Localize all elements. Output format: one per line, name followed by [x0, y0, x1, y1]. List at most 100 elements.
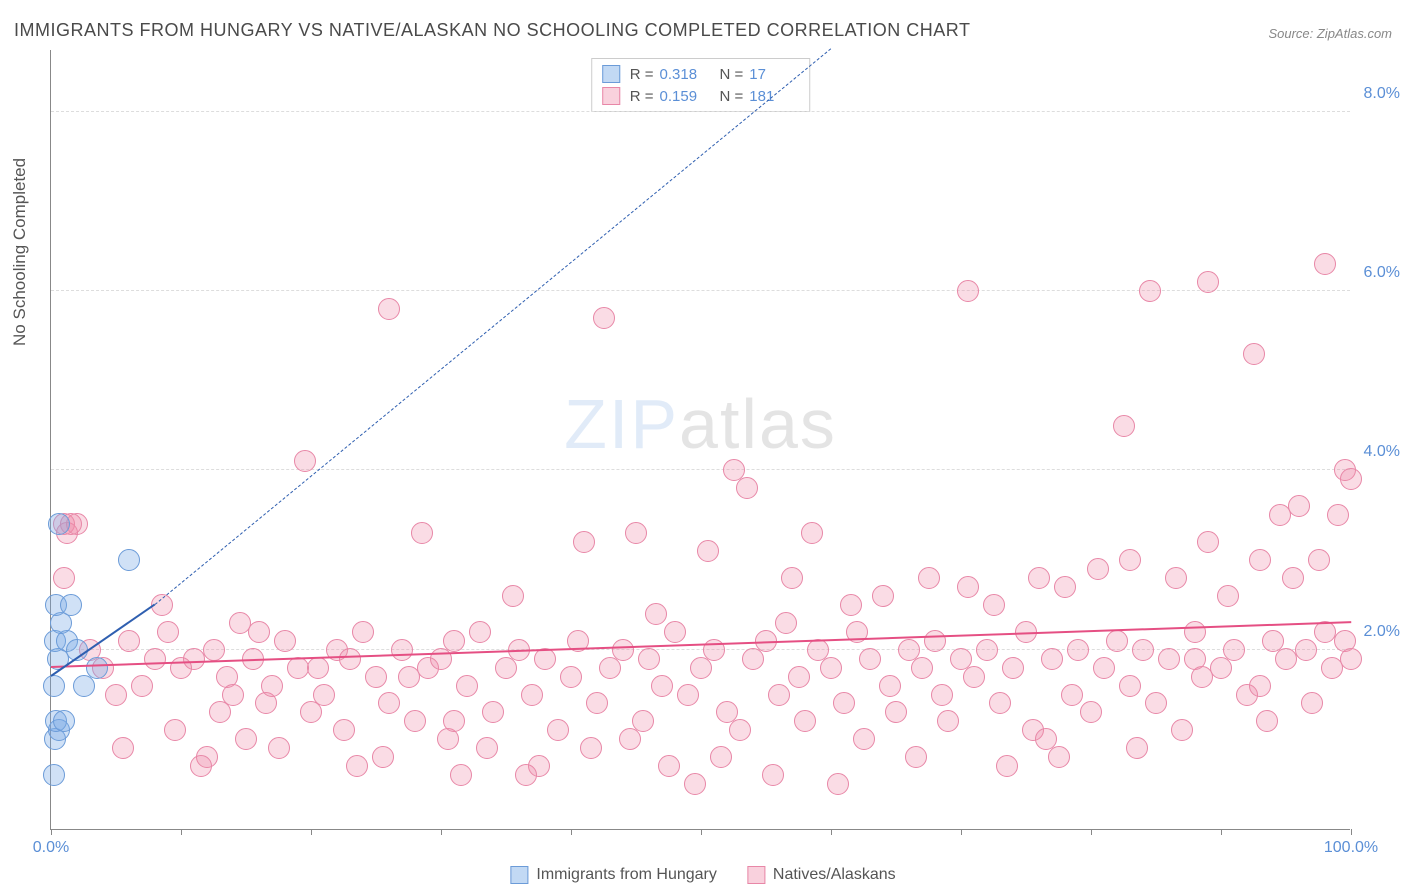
scatter-point	[742, 648, 764, 670]
watermark-atlas: atlas	[679, 385, 837, 463]
scatter-point	[268, 737, 290, 759]
scatter-point	[1158, 648, 1180, 670]
scatter-point	[612, 639, 634, 661]
scatter-point	[957, 280, 979, 302]
scatter-point	[398, 666, 420, 688]
scatter-point	[261, 675, 283, 697]
scatter-point	[73, 675, 95, 697]
scatter-point	[599, 657, 621, 679]
scatter-point	[1048, 746, 1070, 768]
scatter-point	[859, 648, 881, 670]
scatter-point	[651, 675, 673, 697]
scatter-point	[450, 764, 472, 786]
chart-title: IMMIGRANTS FROM HUNGARY VS NATIVE/ALASKA…	[14, 20, 970, 41]
x-tick	[961, 829, 962, 835]
scatter-point	[274, 630, 296, 652]
scatter-point	[957, 576, 979, 598]
scatter-point	[1119, 675, 1141, 697]
scatter-point	[1119, 549, 1141, 571]
scatter-point	[1327, 504, 1349, 526]
scatter-point	[476, 737, 498, 759]
scatter-point	[229, 612, 251, 634]
scatter-point	[918, 567, 940, 589]
scatter-point	[684, 773, 706, 795]
scatter-point	[157, 621, 179, 643]
scatter-point	[1314, 253, 1336, 275]
scatter-point	[53, 567, 75, 589]
scatter-point	[547, 719, 569, 741]
legend-item: Natives/Alaskans	[747, 866, 896, 884]
scatter-point	[378, 298, 400, 320]
scatter-point	[515, 764, 537, 786]
scatter-point	[235, 728, 257, 750]
scatter-point	[300, 701, 322, 723]
watermark: ZIPatlas	[564, 384, 837, 464]
scatter-point	[209, 701, 231, 723]
scatter-point	[996, 755, 1018, 777]
legend-swatch-blue	[510, 866, 528, 884]
scatter-point	[1145, 692, 1167, 714]
scatter-point	[593, 307, 615, 329]
scatter-point	[664, 621, 686, 643]
scatter-point	[729, 719, 751, 741]
scatter-point	[1139, 280, 1161, 302]
x-tick	[311, 829, 312, 835]
x-tick	[181, 829, 182, 835]
scatter-point	[144, 648, 166, 670]
y-axis-label: No Schooling Completed	[10, 158, 30, 346]
scatter-point	[775, 612, 797, 634]
scatter-point	[131, 675, 153, 697]
scatter-point	[560, 666, 582, 688]
scatter-point	[573, 531, 595, 553]
scatter-point	[482, 701, 504, 723]
scatter-point	[48, 513, 70, 535]
scatter-point	[1197, 271, 1219, 293]
y-tick-label: 4.0%	[1355, 443, 1400, 461]
scatter-point	[645, 603, 667, 625]
scatter-point	[1113, 415, 1135, 437]
scatter-point	[690, 657, 712, 679]
scatter-point	[339, 648, 361, 670]
scatter-point	[1165, 567, 1187, 589]
scatter-point	[1080, 701, 1102, 723]
scatter-point	[495, 657, 517, 679]
scatter-point	[105, 684, 127, 706]
trend-line-extrapolated	[155, 48, 832, 605]
scatter-point	[983, 594, 1005, 616]
scatter-point	[586, 692, 608, 714]
scatter-point	[346, 755, 368, 777]
legend-swatch-pink	[602, 87, 620, 105]
scatter-point	[404, 710, 426, 732]
scatter-point	[1340, 648, 1362, 670]
y-tick-label: 2.0%	[1355, 623, 1400, 641]
scatter-point	[1282, 567, 1304, 589]
r-label: R =	[630, 88, 654, 105]
scatter-point	[1308, 549, 1330, 571]
scatter-point	[430, 648, 452, 670]
scatter-point	[625, 522, 647, 544]
x-tick	[51, 829, 52, 835]
scatter-point	[1054, 576, 1076, 598]
scatter-point	[190, 755, 212, 777]
scatter-point	[352, 621, 374, 643]
scatter-point	[658, 755, 680, 777]
scatter-point	[788, 666, 810, 688]
legend-series: Immigrants from Hungary Natives/Alaskans	[510, 866, 895, 884]
legend-label: Immigrants from Hungary	[536, 866, 717, 884]
plot-area: ZIPatlas R = 0.318 N = 17 R = 0.159 N = …	[50, 50, 1350, 830]
scatter-point	[307, 657, 329, 679]
scatter-point	[248, 621, 270, 643]
scatter-point	[1067, 639, 1089, 661]
scatter-point	[1184, 621, 1206, 643]
scatter-point	[43, 764, 65, 786]
scatter-point	[1041, 648, 1063, 670]
scatter-point	[1295, 639, 1317, 661]
scatter-point	[1223, 639, 1245, 661]
legend-stats-row: R = 0.318 N = 17	[602, 63, 800, 85]
scatter-point	[710, 746, 732, 768]
scatter-point	[53, 710, 75, 732]
scatter-point	[1210, 657, 1232, 679]
scatter-point	[619, 728, 641, 750]
n-label: N =	[720, 88, 744, 105]
scatter-point	[840, 594, 862, 616]
